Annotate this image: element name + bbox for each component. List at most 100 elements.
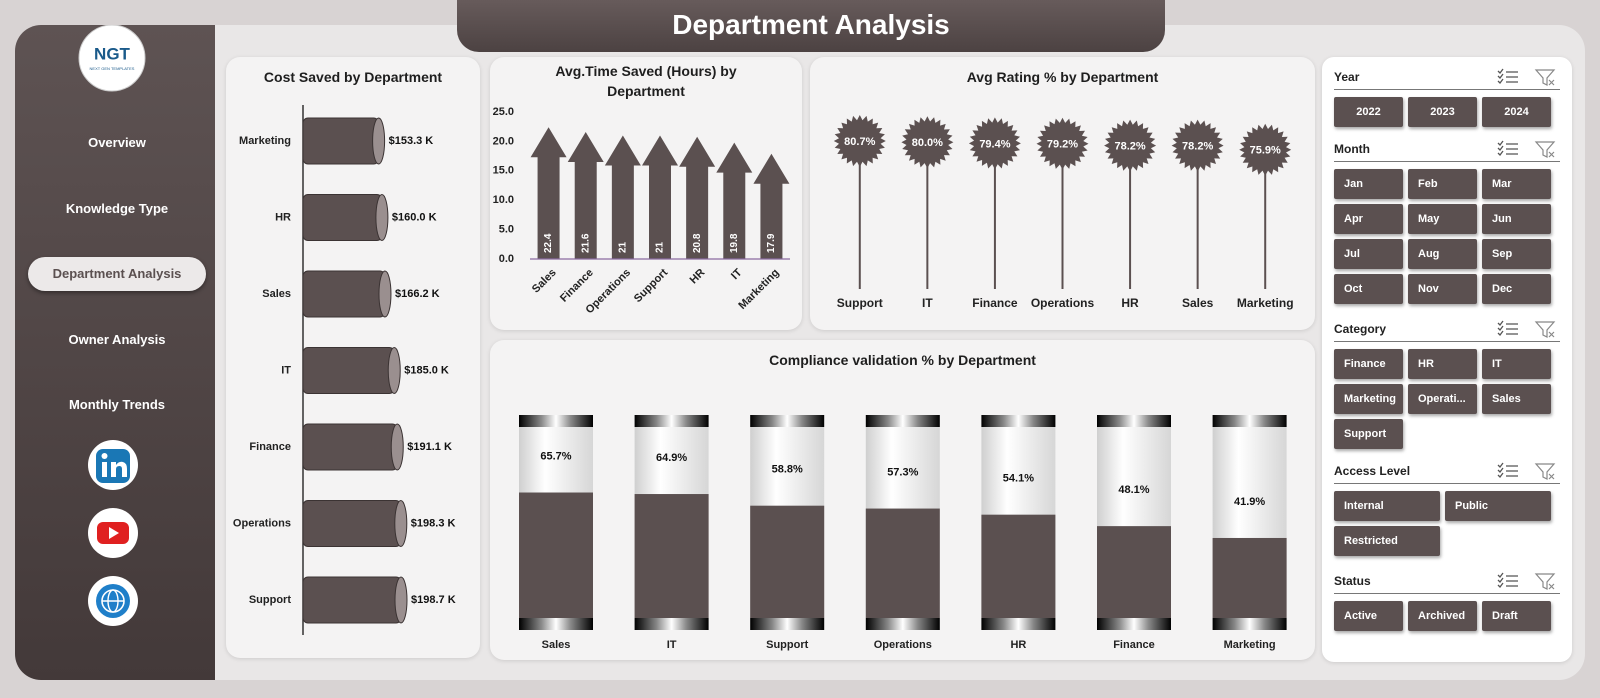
icon-line — [1497, 73, 1518, 79]
icon-line — [1497, 145, 1518, 151]
cylinder-cap — [1212, 618, 1287, 630]
y-tick-label: Support — [249, 594, 291, 606]
bar — [530, 127, 567, 260]
slicer-title: Access Level — [1334, 459, 1560, 484]
bar-cap — [375, 194, 389, 241]
bar-cap — [390, 423, 404, 471]
nav-item[interactable]: Knowledge Type — [65, 200, 169, 216]
chart: 0.0 5.0 10.0 15.0 20.0 25.0 22.4 Sales 21.6 Finan… — [493, 106, 790, 316]
slicer-button[interactable]: Finance — [1334, 349, 1403, 379]
cylinder-cap — [981, 415, 1056, 427]
slicer-button[interactable]: Jun — [1482, 204, 1551, 234]
slicer-title-text: Category — [1334, 322, 1387, 336]
slicer-button[interactable]: Support — [1334, 419, 1403, 449]
slicer-button[interactable]: Draft — [1482, 601, 1551, 631]
value-label: 54.1% — [1003, 473, 1034, 485]
bar — [642, 135, 678, 259]
x-tick-label: IT — [729, 266, 745, 282]
icon-line — [1497, 577, 1518, 583]
value-label: $191.1 K — [407, 441, 452, 453]
nav-item[interactable]: Owner Analysis — [68, 331, 166, 347]
clear-filter-icon[interactable] — [1534, 321, 1556, 338]
slicer-title: Month — [1334, 137, 1560, 162]
slicer-button[interactable]: Restricted — [1334, 526, 1440, 556]
cylinder-cap — [865, 415, 940, 427]
clear-filter-icon[interactable] — [1534, 69, 1556, 86]
nav-item[interactable]: Monthly Trends — [68, 397, 166, 412]
bar — [981, 514, 1056, 618]
logo: NGT — [94, 44, 131, 63]
slicer-button[interactable]: 2024 — [1482, 97, 1551, 127]
value-label: 17.9 — [766, 233, 777, 253]
slicer-button[interactable]: Marketing — [1334, 384, 1403, 414]
header-title: Department Analysis — [457, 0, 1165, 52]
x-tick-label: Sales — [542, 639, 571, 651]
slicer-button[interactable]: Internal — [1334, 491, 1440, 521]
slicer-button[interactable]: Sales — [1482, 384, 1551, 414]
value-label: $153.3 K — [389, 135, 434, 147]
x-tick-label: Support — [837, 296, 883, 310]
slicer-button[interactable]: Apr — [1334, 204, 1403, 234]
slicer-button[interactable]: Dec — [1482, 274, 1551, 304]
marker — [968, 117, 1021, 170]
slicer-title: Category — [1334, 317, 1560, 342]
slicer-button[interactable]: Oct — [1334, 274, 1403, 304]
youtube-icon[interactable] — [88, 508, 138, 558]
slicer-button[interactable]: HR — [1408, 349, 1477, 379]
slicer-button[interactable]: May — [1408, 204, 1477, 234]
slicer-button[interactable]: Sep — [1482, 239, 1551, 269]
cylinder-cap — [865, 618, 940, 630]
multi-select-icon[interactable] — [1497, 68, 1518, 84]
bar — [302, 117, 380, 165]
icon-line — [1497, 68, 1518, 74]
linkedin-icon[interactable] — [88, 440, 138, 490]
cylinder-cap — [1097, 415, 1171, 427]
bar — [302, 500, 402, 547]
bar — [302, 347, 395, 394]
slicer-button[interactable]: Feb — [1408, 169, 1477, 199]
nav-item[interactable]: Overview — [88, 135, 146, 150]
slicer-grid: 2022 2023 2024 — [1334, 97, 1560, 127]
slicer-button[interactable]: Operati... — [1408, 384, 1477, 414]
icon-line — [1497, 150, 1518, 156]
x-tick-label: Marketing — [1224, 639, 1276, 651]
clear-filter-icon[interactable] — [1534, 463, 1556, 480]
bar — [302, 270, 386, 318]
sidebar: NGT NEXT GEN TEMPLATES Overview Knowledge… — [15, 25, 215, 680]
slicer-button[interactable]: Aug — [1408, 239, 1477, 269]
slicer-button[interactable]: 2023 — [1408, 97, 1477, 127]
slicer-button[interactable]: 2022 — [1334, 97, 1403, 127]
slicer-button[interactable]: Jan — [1334, 169, 1403, 199]
slicer-button[interactable]: Mar — [1482, 169, 1551, 199]
multi-select-icon[interactable] — [1497, 572, 1518, 588]
slicer-button[interactable]: Public — [1445, 491, 1551, 521]
y-tick-label: Operations — [233, 517, 291, 529]
nav-item[interactable]: Department Analysis — [28, 257, 206, 291]
slicer: Status Active Archived Draft — [1334, 569, 1560, 631]
slicer-button[interactable]: Jul — [1334, 239, 1403, 269]
multi-select-icon[interactable] — [1497, 140, 1518, 156]
clear-filter-icon[interactable] — [1534, 141, 1556, 158]
multi-select-icon[interactable] — [1497, 462, 1518, 478]
y-tick-label: 10.0 — [493, 194, 514, 206]
slicer-title-text: Access Level — [1334, 464, 1411, 478]
y-tick-label: Sales — [262, 288, 291, 300]
web-icon[interactable] — [88, 576, 138, 626]
slicer-button[interactable]: Archived — [1408, 601, 1477, 631]
x-tick-label: Marketing — [1237, 296, 1294, 310]
sidebar-art: NGT NEXT GEN TEMPLATES — [78, 25, 146, 626]
clear-filter-icon[interactable] — [1534, 573, 1556, 590]
multi-select-icon[interactable] — [1497, 320, 1518, 336]
chart: 65.7% Sales 64.9% IT 58.8% Support 57.3% Operat… — [519, 415, 1287, 651]
x-tick-label: HR — [1010, 639, 1026, 651]
slicer: Category Finance HR IT Marketing Operati... Sa… — [1334, 317, 1560, 449]
slicer-button[interactable]: Active — [1334, 601, 1403, 631]
marker — [1171, 119, 1224, 172]
bar — [753, 153, 790, 259]
icon-line — [1497, 582, 1518, 588]
slicer-button[interactable]: Nov — [1408, 274, 1477, 304]
bar — [716, 142, 753, 259]
x-tick-label: Finance — [1113, 639, 1155, 651]
value-label: 75.9% — [1250, 145, 1281, 157]
slicer-button[interactable]: IT — [1482, 349, 1551, 379]
